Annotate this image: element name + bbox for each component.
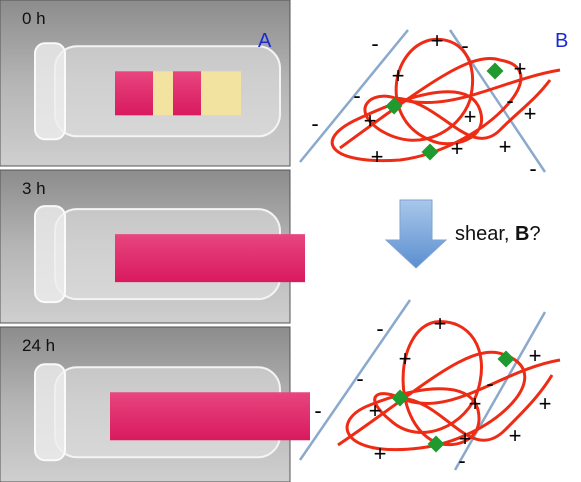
charge-sign: - [458,448,465,473]
time-label: 0 h [22,9,46,28]
charge-sign: - [371,31,378,56]
charge-sign: - [486,371,493,396]
charge-sign: + [434,311,447,336]
charge-sign: + [469,391,482,416]
charge-sign: + [374,441,387,466]
arrow-label-text: shear, [455,223,515,245]
charge-sign: + [399,346,412,371]
arrow-label-bold: B [515,223,529,245]
vial-cap [35,206,65,302]
charge-sign: + [451,136,464,161]
gel [115,71,153,115]
charge-sign: + [464,104,477,129]
charge-sign: - [376,316,383,341]
charge-sign: - [311,111,318,136]
charge-sign: + [524,101,537,126]
charge-sign: - [356,366,363,391]
figure: 0 h3 h24 hA B shear, B? -+-+-+-+-+++++--… [0,0,581,482]
charge-sign: + [499,134,512,159]
diagram: B shear, B? -+-+-+-+-+++++--++-+--++++++… [300,28,568,473]
panel-label: B [555,30,568,52]
charge-sign: - [529,156,536,181]
gel-clear [201,71,241,115]
charge-sign: + [369,398,382,423]
time-label: 3 h [22,179,46,198]
charge-sign: + [392,63,405,88]
photo-panels: 0 h 3 h 24 h A [0,0,310,482]
arrow-label-tail: ? [530,223,541,245]
charge-sign: - [461,33,468,58]
gel-clear [153,71,173,115]
charge-sign: + [514,56,527,81]
gel [173,71,201,115]
vial-cap [35,43,65,139]
arrow-label: shear, B? [455,223,541,245]
charge-sign: + [371,144,384,169]
charge-sign: - [314,398,321,423]
charge-sign: + [539,391,552,416]
charge-sign: + [364,108,377,133]
time-label: 24 h [22,336,55,355]
gel [115,234,305,282]
charge-sign: + [431,28,444,53]
charge-sign: - [353,83,360,108]
charge-sign: + [529,343,542,368]
vial-cap [35,364,65,460]
charge-sign: - [506,88,513,113]
charge-sign: + [509,423,522,448]
gel [110,392,310,440]
panel-label: A [258,30,272,52]
